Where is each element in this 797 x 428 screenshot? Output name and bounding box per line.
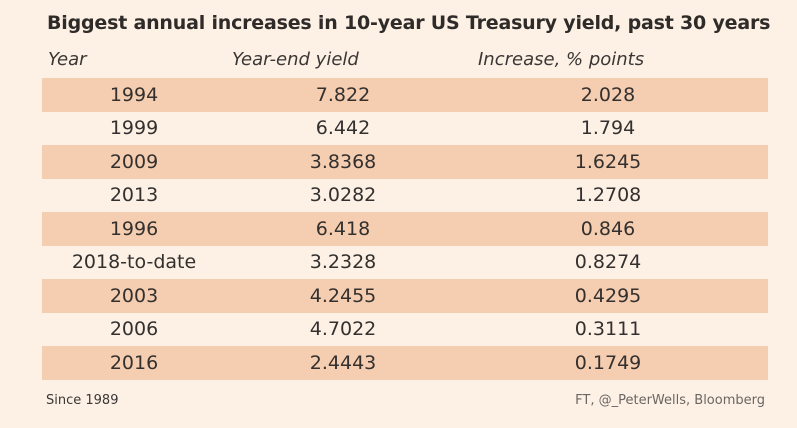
- cell-year: 2013: [109, 184, 159, 207]
- cell-year: 2009: [109, 150, 159, 173]
- footnote: Since 1989: [46, 393, 119, 408]
- table-row: 1994 7.822 2.028: [42, 78, 768, 112]
- cell-year: 1999: [109, 117, 159, 140]
- table-row: 2009 3.8368 1.6245: [42, 145, 768, 179]
- column-header-yield: Year-end yield: [232, 49, 359, 70]
- cell-increase: 1.2708: [574, 184, 642, 207]
- cell-yield: 3.8368: [309, 150, 377, 173]
- cell-yield: 2.4443: [309, 351, 377, 374]
- table-header: Year Year-end yield Increase, % points: [42, 46, 768, 74]
- chart-title: Biggest annual increases in 10-year US T…: [47, 12, 771, 34]
- column-header-increase: Increase, % points: [478, 49, 645, 70]
- table-row: 1996 6.418 0.846: [42, 212, 768, 246]
- cell-increase: 1.794: [580, 117, 636, 140]
- table-body: 1994 7.822 2.028 1999 6.442 1.794 2009 3.8368 1.…: [42, 78, 768, 380]
- cell-increase: 0.4295: [574, 284, 642, 307]
- cell-yield: 3.2328: [309, 251, 377, 274]
- table-row: 2018-to-date 3.2328 0.8274: [42, 246, 768, 280]
- cell-year: 2016: [109, 351, 159, 374]
- cell-yield: 3.0282: [309, 184, 377, 207]
- cell-increase: 1.6245: [574, 150, 642, 173]
- cell-yield: 4.2455: [309, 284, 377, 307]
- column-header-year: Year: [48, 49, 87, 70]
- cell-year: 2018-to-date: [71, 251, 197, 274]
- table-row: 2003 4.2455 0.4295: [42, 279, 768, 313]
- table-row: 2013 3.0282 1.2708: [42, 179, 768, 213]
- cell-yield: 4.7022: [309, 318, 377, 341]
- cell-increase: 0.846: [580, 217, 636, 240]
- source-credit: FT, @_PeterWells, Bloomberg: [575, 393, 765, 408]
- cell-year: 2006: [109, 318, 159, 341]
- cell-yield: 6.418: [315, 217, 371, 240]
- cell-yield: 6.442: [315, 117, 371, 140]
- table-row: 2006 4.7022 0.3111: [42, 313, 768, 347]
- table-row: 1999 6.442 1.794: [42, 112, 768, 146]
- cell-increase: 0.8274: [574, 251, 642, 274]
- cell-increase: 0.3111: [574, 318, 642, 341]
- cell-increase: 2.028: [580, 83, 636, 106]
- cell-yield: 7.822: [315, 83, 371, 106]
- table-row: 2016 2.4443 0.1749: [42, 346, 768, 380]
- cell-year: 1996: [109, 217, 159, 240]
- cell-increase: 0.1749: [574, 351, 642, 374]
- cell-year: 2003: [109, 284, 159, 307]
- cell-year: 1994: [109, 83, 159, 106]
